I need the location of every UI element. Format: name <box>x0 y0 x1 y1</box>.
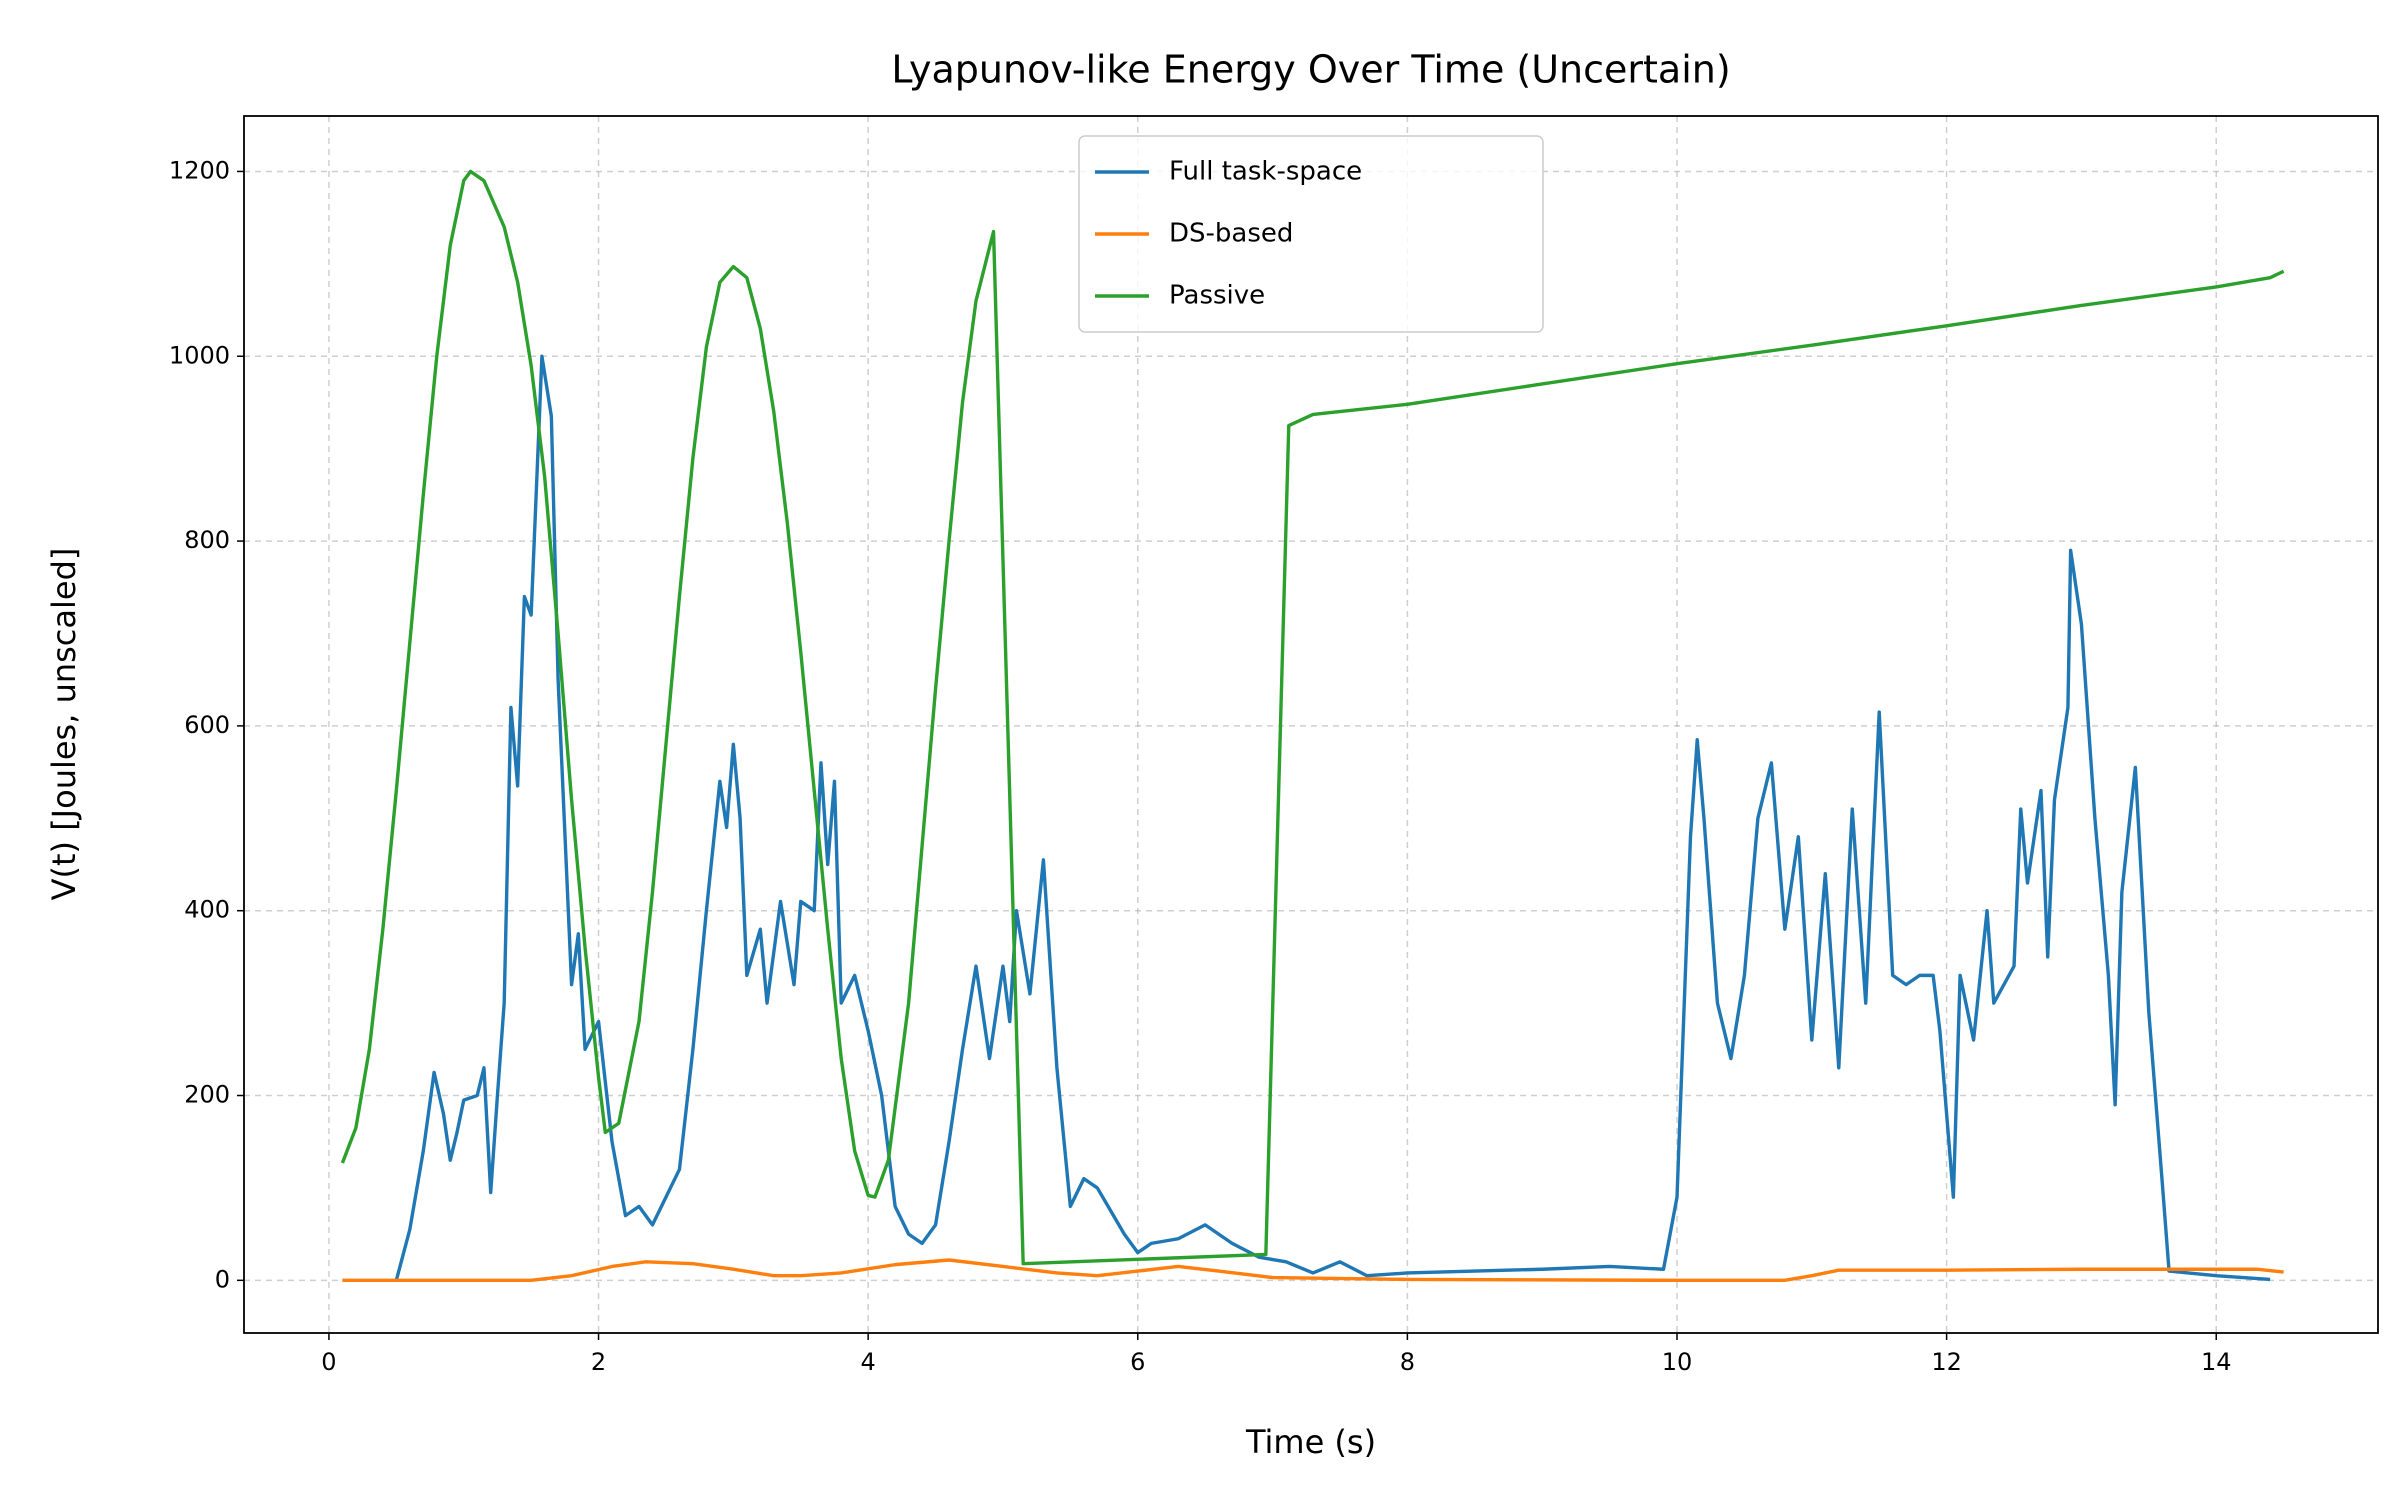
y-tick-label: 800 <box>184 526 230 554</box>
x-tick-label: 12 <box>1931 1348 1962 1376</box>
data-line <box>340 169 2285 1266</box>
plot-frame <box>243 115 2379 1334</box>
legend-label: Full task-space <box>1169 157 1362 187</box>
data-line <box>342 1258 2284 1283</box>
y-axis-label: V(t) [Joules, unscaled] <box>45 548 83 901</box>
x-tick-label: 10 <box>1662 1348 1693 1376</box>
y-tick-label: 1200 <box>169 156 230 184</box>
legend-box <box>1078 135 1544 333</box>
x-tick-label: 2 <box>591 1348 606 1376</box>
x-tick-label: 8 <box>1400 1348 1415 1376</box>
y-tick-label: 1000 <box>169 341 230 369</box>
legend-label: Passive <box>1169 281 1265 311</box>
x-tick-label: 0 <box>321 1348 336 1376</box>
y-tick-label: 200 <box>184 1081 230 1109</box>
x-tick-label: 6 <box>1130 1348 1145 1376</box>
legend-label: DS-based <box>1169 219 1293 249</box>
x-axis-label: Time (s) <box>1245 1423 1376 1461</box>
data-line <box>394 354 2271 1282</box>
chart-title: Lyapunov-like Energy Over Time (Uncertai… <box>891 48 1730 92</box>
x-tick-label: 4 <box>861 1348 876 1376</box>
y-tick-label: 0 <box>215 1265 230 1293</box>
x-tick-label: 14 <box>2201 1348 2232 1376</box>
y-tick-label: 600 <box>184 711 230 739</box>
y-tick-label: 400 <box>184 896 230 924</box>
